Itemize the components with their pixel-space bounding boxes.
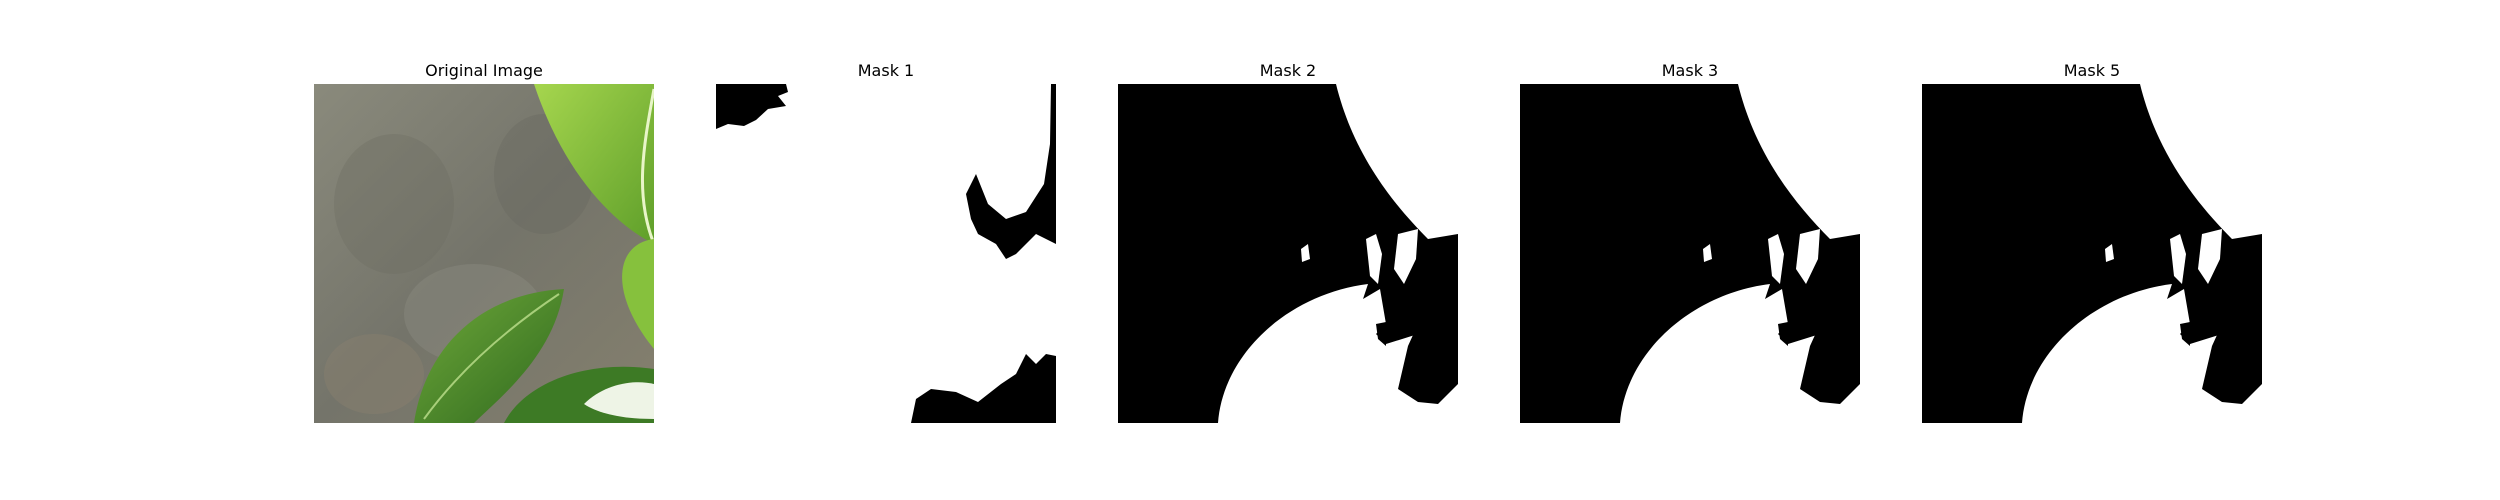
panel-mask-5: Mask 5	[1922, 60, 2262, 423]
mask-5-image	[1922, 84, 2262, 423]
panel-title: Mask 3	[1661, 61, 1719, 80]
panel-mask-1: Mask 1	[716, 60, 1056, 423]
panel-title: Mask 5	[2063, 61, 2121, 80]
mask-3-image	[1520, 84, 1860, 423]
panel-title: Original Image	[425, 61, 543, 80]
panel-mask-3: Mask 3	[1520, 60, 1860, 423]
original-image	[314, 84, 654, 423]
panel-title: Mask 1	[857, 61, 915, 80]
panel-title: Mask 2	[1259, 61, 1317, 80]
mask-2-image	[1118, 84, 1458, 423]
mask-1-image	[716, 84, 1056, 423]
panel-original-image: Original Image	[314, 60, 654, 423]
panel-mask-2: Mask 2	[1118, 60, 1458, 423]
